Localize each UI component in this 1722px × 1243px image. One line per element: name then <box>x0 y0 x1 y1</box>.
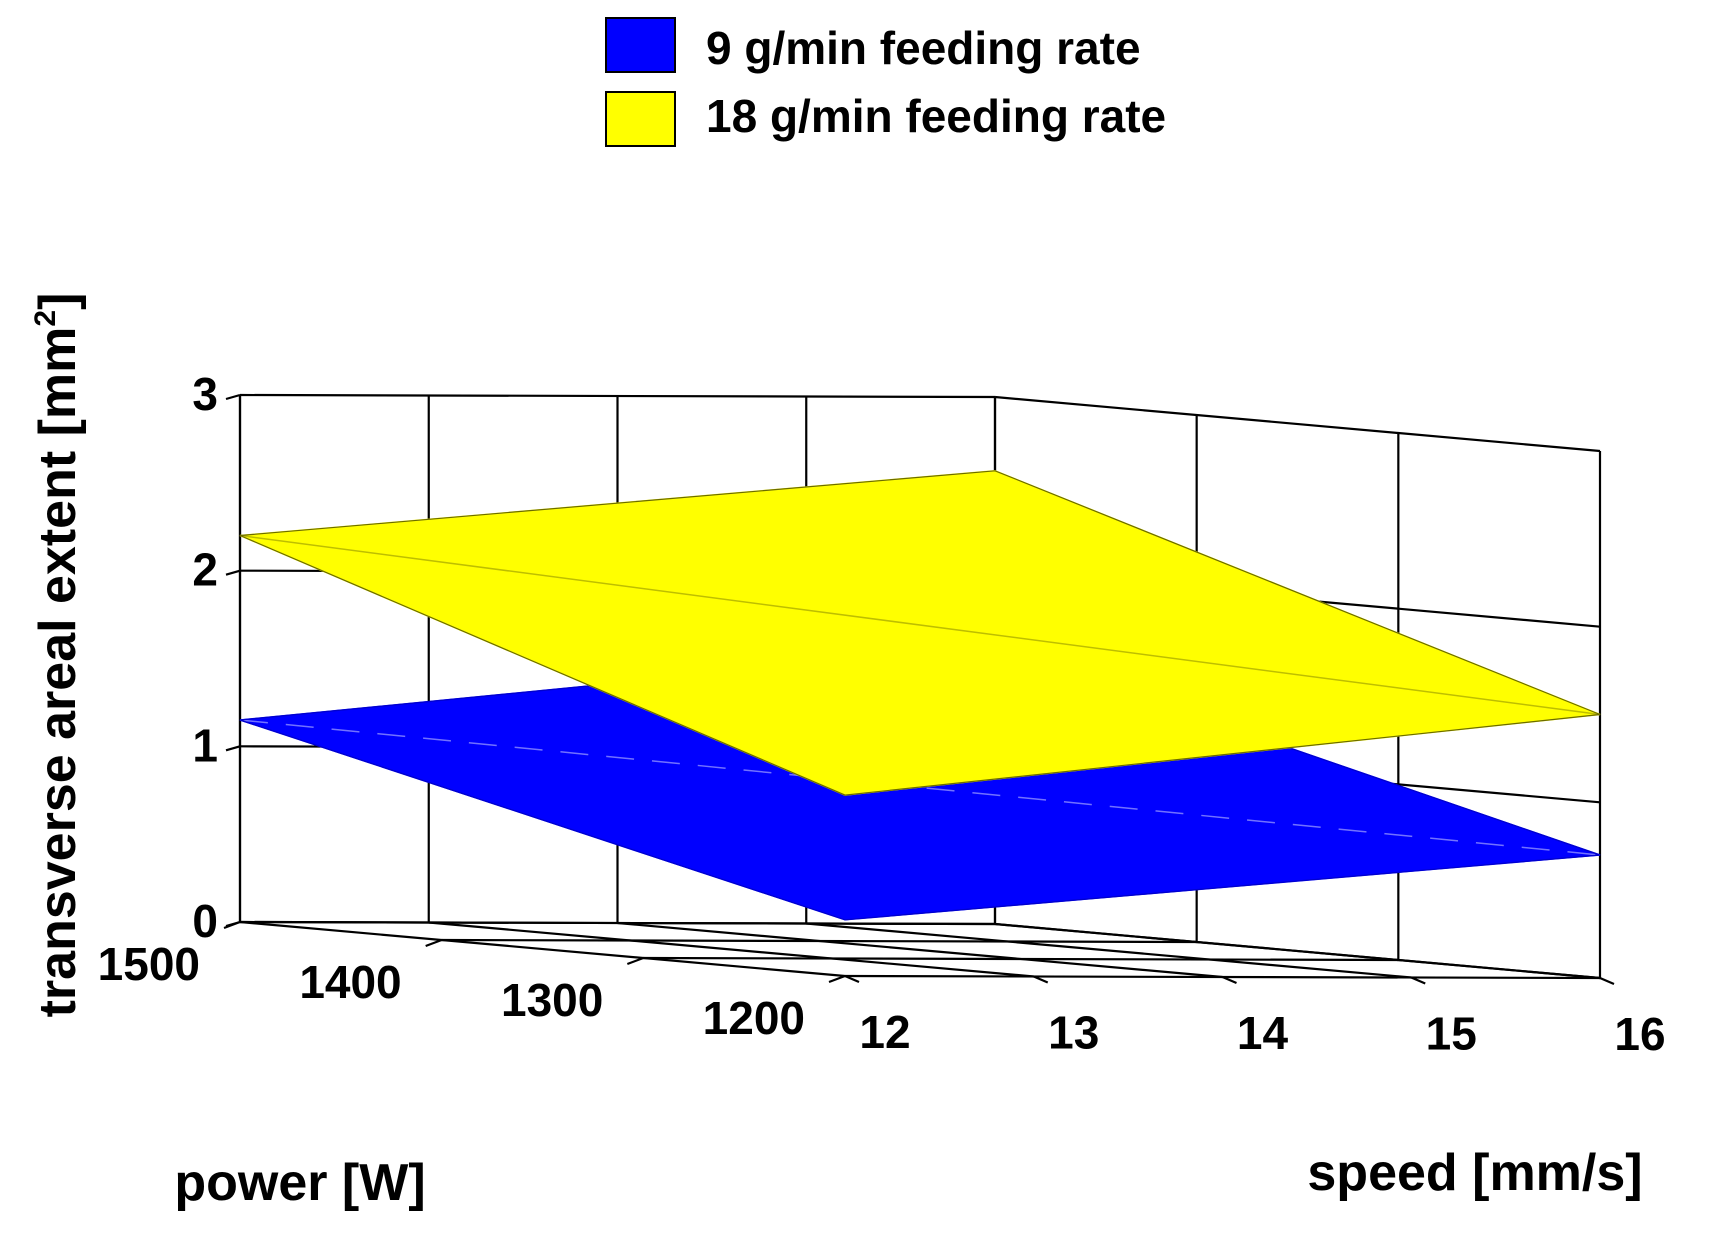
legend-label-18gmin: 18 g/min feeding rate <box>706 90 1166 142</box>
x-tick-label-13: 13 <box>1048 1007 1099 1059</box>
side-wall-grid-z-0 <box>994 922 1601 980</box>
back-wall-grid-z-3 <box>239 393 996 399</box>
z-axis-title-main: transverse areal extent [mm <box>29 327 87 1018</box>
legend: 9 g/min feeding rate 18 g/min feeding ra… <box>605 17 1166 147</box>
x-tick-label-15: 15 <box>1426 1008 1477 1060</box>
y-tick-label-1300: 1300 <box>501 974 603 1026</box>
y-tick-label-1500: 1500 <box>98 938 200 990</box>
z-tick-mark-3 <box>225 393 241 401</box>
legend-swatch-9gmin <box>605 17 676 73</box>
floor-grid-y-1400 <box>441 938 1197 944</box>
floor-grid-x-15 <box>806 922 1412 979</box>
floor-grid-x-14 <box>617 921 1223 979</box>
z-axis-title: transverse areal extent [mm2] <box>29 293 87 1018</box>
back-wall-grid-z-0 <box>239 920 996 926</box>
z-tick-mark-2 <box>225 569 241 576</box>
x-tick-label-12: 12 <box>859 1006 910 1058</box>
x-axis-title: speed [mm/s] <box>1307 1144 1642 1202</box>
z-axis-title-superscript: 2 <box>29 310 62 327</box>
y-tick-mark-1300 <box>626 956 644 966</box>
x-tick-label-16: 16 <box>1614 1008 1665 1060</box>
y-axis-title: power [W] <box>174 1154 425 1212</box>
x-tick-mark-16 <box>1599 976 1615 986</box>
floor-grid-x-13 <box>428 921 1034 978</box>
y-tick-mark-1200 <box>828 974 846 984</box>
x-tick-label-14: 14 <box>1237 1007 1289 1059</box>
y-tick-label-1400: 1400 <box>299 956 401 1008</box>
legend-swatch-18gmin <box>605 91 676 147</box>
y-tick-mark-1400 <box>425 938 443 948</box>
surface-layer <box>239 470 1601 921</box>
surface-outline-18gmin <box>239 470 1601 796</box>
x-tick-mark-13 <box>1033 975 1049 984</box>
z-tick-label-2: 2 <box>192 544 218 596</box>
side-wall-grid-z-3 <box>994 395 1601 453</box>
z-tick-label-3: 3 <box>192 368 218 420</box>
y-tick-label-1200: 1200 <box>703 992 805 1044</box>
z-axis-title-close: ] <box>29 293 87 310</box>
z-tick-mark-1 <box>225 745 241 752</box>
x-tick-mark-15 <box>1410 976 1426 985</box>
z-tick-label-1: 1 <box>192 719 218 771</box>
floor-grid-x-12 <box>239 920 846 978</box>
z-tick-label-0: 0 <box>192 895 218 947</box>
x-tick-mark-12 <box>844 974 860 984</box>
floor-grid-y-1300 <box>643 956 1399 962</box>
surface-mesh-18gmin <box>239 534 1601 716</box>
y-tick-mark-1500 <box>223 920 241 930</box>
legend-label-9gmin: 9 g/min feeding rate <box>706 22 1141 74</box>
x-tick-mark-14 <box>1222 975 1237 985</box>
